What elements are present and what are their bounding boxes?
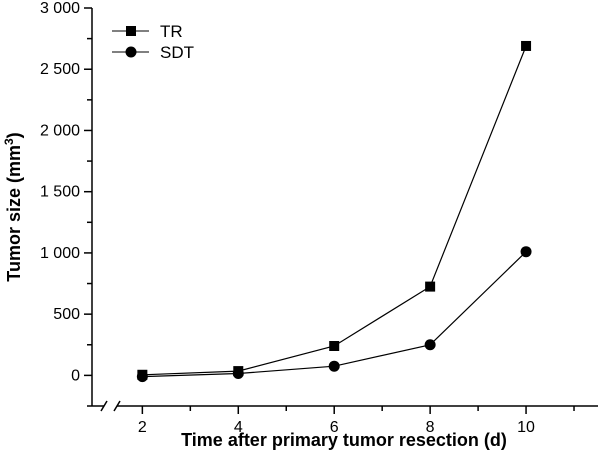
series-line-sdt	[142, 251, 527, 378]
y-tick-label: 2 500	[40, 61, 80, 78]
y-axis-title-sup: 3	[2, 138, 16, 145]
data-point-sdt	[520, 246, 532, 258]
series-layer	[136, 40, 532, 383]
data-point-tr	[329, 340, 340, 351]
y-tick-label: 500	[53, 306, 80, 323]
legend-sdt-marker	[125, 46, 137, 58]
data-point-sdt	[232, 368, 244, 380]
y-tick-label: 3 000	[40, 0, 80, 17]
y-axis-title: Tumor size (mm3)	[2, 132, 24, 281]
y-tick-label: 0	[71, 367, 80, 384]
x-tick-label: 10	[517, 419, 535, 436]
x-tick-label: 2	[138, 419, 147, 436]
y-axis-title-main: Tumor size (mm	[4, 145, 24, 282]
plot-frame	[91, 8, 598, 412]
legend-tr-marker	[126, 26, 136, 36]
series-line-tr	[142, 45, 527, 376]
y-tick-label: 1 000	[40, 245, 80, 262]
x-axis-title: Time after primary tumor resection (d)	[181, 430, 507, 450]
y-axis-ticks: 0 500 1 000 1 500 2 000 2 500 3 000	[40, 0, 92, 407]
x-tick-label: 8	[426, 419, 435, 436]
legend-item-sdt: SDT	[112, 43, 194, 62]
data-point-sdt	[328, 360, 340, 372]
x-axis-ticks: 2 4 6 8 10	[138, 406, 575, 436]
legend-tr-label: TR	[160, 22, 183, 41]
y-tick-label: 2 000	[40, 122, 80, 139]
x-axis-break-mark-right	[113, 400, 121, 412]
x-axis-break-mark-left	[100, 400, 108, 412]
y-tick-label: 1 500	[40, 184, 80, 201]
data-point-tr	[521, 40, 532, 51]
legend: TR SDT	[112, 22, 194, 62]
data-point-sdt	[136, 371, 148, 383]
data-point-sdt	[424, 339, 436, 351]
legend-item-tr: TR	[112, 22, 183, 41]
x-tick-label: 6	[330, 419, 339, 436]
x-tick-label: 4	[234, 419, 243, 436]
data-point-tr	[425, 281, 436, 292]
y-axis-title-close: )	[4, 132, 24, 138]
legend-sdt-label: SDT	[160, 43, 194, 62]
